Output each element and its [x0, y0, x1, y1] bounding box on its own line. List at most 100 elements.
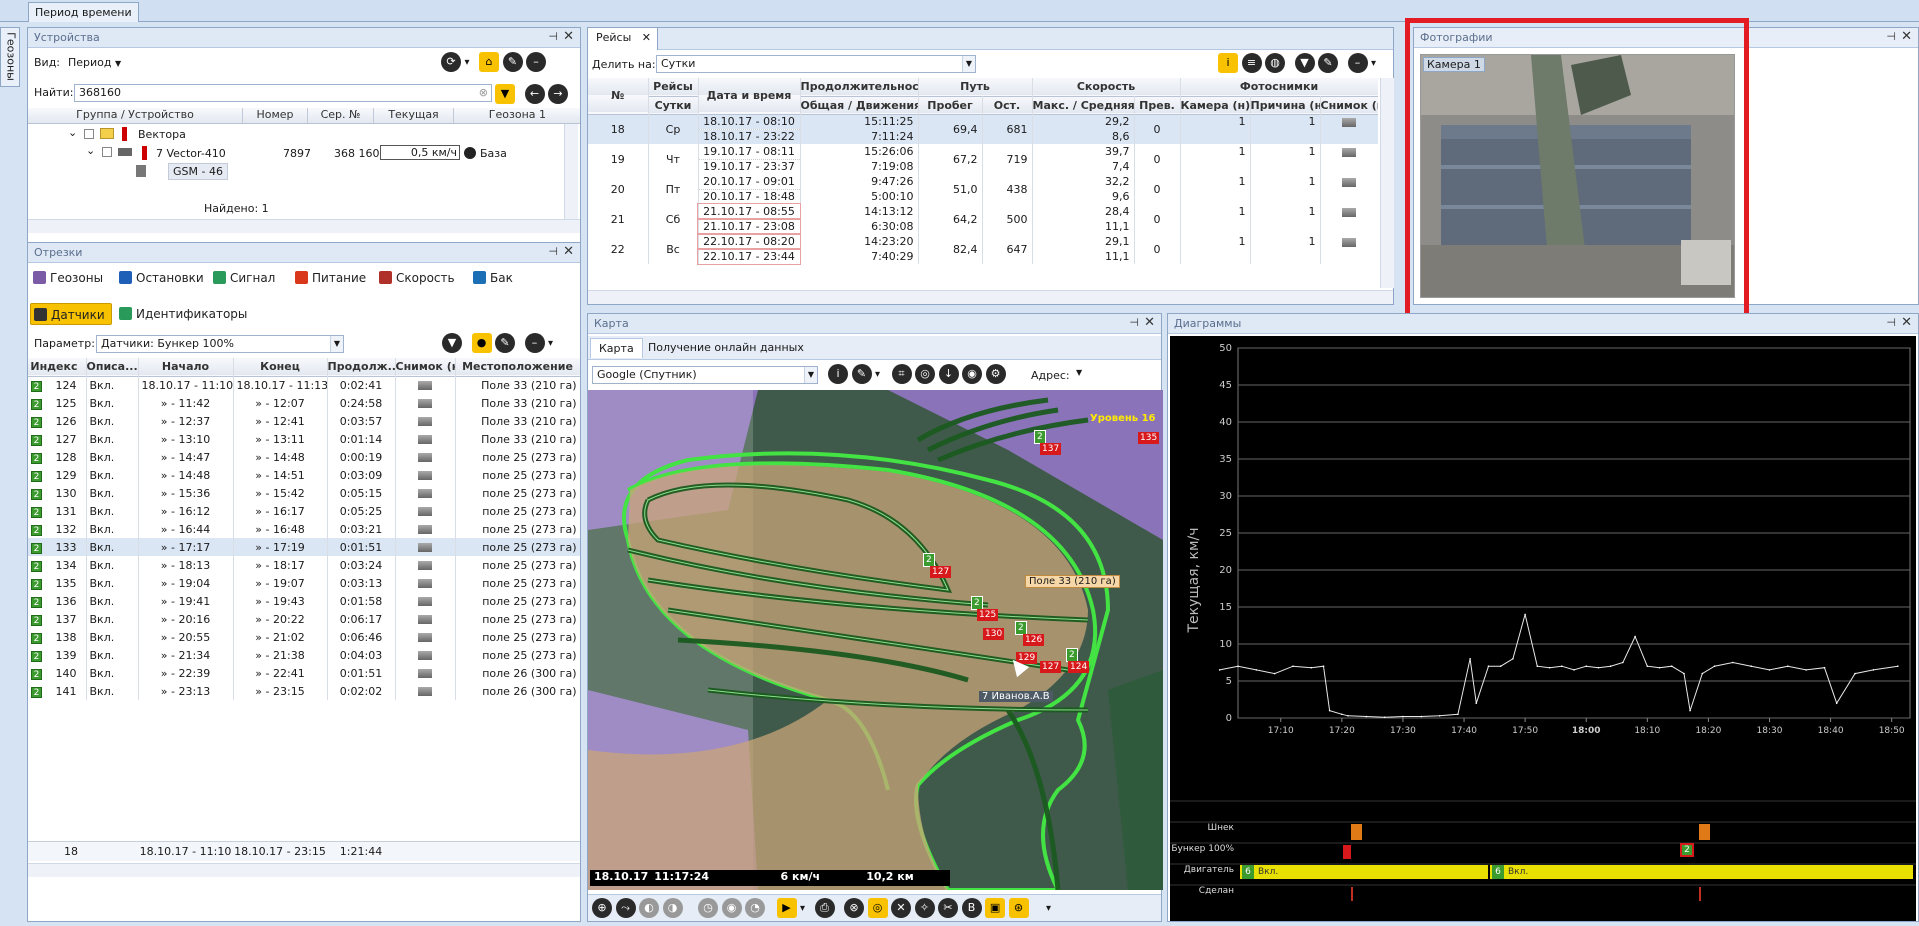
col-maxavg[interactable]: Макс. / Средняя: [1032, 96, 1135, 114]
table-row[interactable]: 2 130 Вкл.» - 15:36» - 15:42 0:05:15 поле 25…: [28, 484, 580, 502]
param-select[interactable]: Датчики: Бункер 100% ▼: [96, 335, 344, 353]
pin-icon[interactable]: ⊣: [1129, 316, 1139, 329]
auger-mark[interactable]: [1351, 824, 1362, 840]
pin-icon[interactable]: ⊣: [548, 30, 558, 43]
table-row[interactable]: 2 126 Вкл.» - 12:37» - 12:41 0:03:57 Поле 33…: [28, 412, 580, 430]
table-row[interactable]: 21 Сб 21.10.17 - 08:55 14:13:12 64,2 500 28,4 0…: [588, 203, 1378, 234]
done-mark[interactable]: [1699, 887, 1701, 901]
engine-segment-2[interactable]: 6 Вкл.: [1490, 865, 1913, 879]
cell-photo[interactable]: [395, 502, 456, 520]
photo-thumbnail-icon[interactable]: [1342, 147, 1357, 157]
map-marker[interactable]: 130: [983, 628, 1005, 640]
devices-hscroll[interactable]: [28, 219, 580, 233]
chevron-down-icon[interactable]: ▾: [1371, 58, 1377, 69]
target-icon[interactable]: ⊛: [1008, 898, 1029, 918]
photo-thumbnail-icon[interactable]: [418, 651, 432, 660]
collapse-icon[interactable]: –: [526, 52, 547, 72]
table-row[interactable]: 19.10.17 - 23:37 7:19:08 7,4: [588, 159, 1378, 174]
cell-photo[interactable]: [395, 376, 456, 394]
close-icon[interactable]: ✕: [563, 244, 574, 259]
table-row[interactable]: 20 Пт 20.10.17 - 09:01 9:47:26 51,0 438 32,2 0 1…: [588, 174, 1378, 204]
sensor-toggle-icon[interactable]: ●: [471, 333, 492, 353]
map-marker[interactable]: 137: [1040, 443, 1062, 455]
photo-thumbnail-icon[interactable]: [418, 561, 432, 570]
chevron-down-icon[interactable]: ▾: [548, 338, 554, 349]
table-row[interactable]: 2 127 Вкл.» - 13:10» - 13:11 0:01:14 Поле 33…: [28, 430, 580, 448]
tracking-icon[interactable]: ⌂: [479, 52, 500, 72]
cancel-icon[interactable]: ✕: [891, 898, 912, 918]
col-group[interactable]: Группа / Устройство: [28, 108, 243, 123]
filter-icon[interactable]: ▼: [495, 84, 515, 104]
close-icon[interactable]: ✕: [1901, 29, 1912, 44]
cell-photo[interactable]: [395, 484, 456, 502]
cell-photo[interactable]: [395, 520, 456, 538]
table-row[interactable]: 2 133 Вкл.» - 17:17» - 17:19 0:01:51 поле 25…: [28, 538, 580, 556]
col-location[interactable]: Местоположение: [455, 358, 580, 376]
col-no[interactable]: №: [588, 78, 649, 114]
table-row[interactable]: 2 138 Вкл.» - 20:55» - 21:02 0:06:46 поле 25…: [28, 628, 580, 646]
cell-photo[interactable]: [395, 538, 456, 556]
col-path[interactable]: Путь: [918, 78, 1033, 96]
camera-photo[interactable]: [1421, 55, 1734, 297]
col-stops[interactable]: Ост.: [982, 96, 1033, 114]
close-icon[interactable]: ✕: [1901, 315, 1912, 330]
photo-icon[interactable]: ▣: [985, 898, 1006, 918]
cell-photo[interactable]: [395, 646, 456, 664]
table-row[interactable]: 22 Вс 22.10.17 - 08:20 14:23:20 82,4 647 29,1 0…: [588, 233, 1378, 264]
col-duration[interactable]: Продолжительность: [800, 78, 919, 96]
power-button[interactable]: Питание: [292, 267, 372, 289]
cell-photo[interactable]: [395, 574, 456, 592]
track-icon[interactable]: ◉: [962, 364, 983, 384]
col-desc[interactable]: Описа...: [86, 358, 139, 376]
engine-segment-1[interactable]: 6 Вкл.: [1240, 865, 1488, 879]
expand-icon[interactable]: ⌄: [86, 144, 96, 157]
filter-icon[interactable]: ▼: [442, 333, 462, 353]
stops-button[interactable]: Остановки: [116, 267, 210, 289]
wrench-icon[interactable]: ✎: [502, 52, 523, 72]
col-zone[interactable]: Геозона 1: [488, 108, 546, 121]
download-icon[interactable]: ↓: [938, 364, 959, 384]
photo-thumbnail-icon[interactable]: [418, 597, 432, 606]
map-marker[interactable]: 125: [977, 609, 999, 621]
cell-photo[interactable]: [395, 610, 456, 628]
ruler-icon[interactable]: ⌗: [891, 364, 912, 384]
cell-photo[interactable]: [395, 556, 456, 574]
table-row[interactable]: 2 135 Вкл.» - 19:04» - 19:07 0:03:13 поле 25…: [28, 574, 580, 592]
layer-icon[interactable]: ◐: [639, 898, 659, 918]
col-speed[interactable]: Скорость: [1032, 78, 1181, 96]
trips-tab[interactable]: Рейсы ✕: [588, 28, 658, 50]
photo-thumbnail-icon[interactable]: [1342, 207, 1357, 217]
info-icon[interactable]: i: [1218, 53, 1238, 73]
period-tab[interactable]: Период времени: [28, 2, 139, 22]
layer2-icon[interactable]: ◑: [662, 898, 683, 918]
pin-icon[interactable]: ⊣: [1886, 316, 1896, 329]
collapse-icon[interactable]: –: [524, 333, 545, 353]
arrow-right-icon[interactable]: →: [548, 84, 568, 104]
close-icon[interactable]: ✕: [641, 31, 651, 44]
expand-icon[interactable]: ⌄: [68, 126, 78, 139]
delete-icon[interactable]: ⊗: [844, 898, 865, 918]
trips-hscroll[interactable]: [588, 290, 1393, 304]
camera-icon[interactable]: ◉: [721, 898, 742, 918]
col-snapshot[interactable]: Снимок (н): [1320, 96, 1378, 114]
checkbox[interactable]: [84, 129, 94, 139]
table-row[interactable]: 2 124 Вкл. 18.10.17 - 11:10 18.10.17 - 11:13…: [28, 376, 580, 394]
globe-icon[interactable]: ◍: [1265, 53, 1285, 73]
speed-icon[interactable]: ◔: [745, 898, 765, 918]
table-row[interactable]: 2 125 Вкл.» - 11:42» - 12:07 0:24:58 Поле 33…: [28, 394, 580, 412]
cell-photo[interactable]: [395, 664, 456, 682]
wrench-icon[interactable]: ✎: [851, 364, 872, 384]
col-total-move[interactable]: Общая / Движения: [800, 96, 919, 114]
cell-photo[interactable]: [395, 394, 456, 412]
col-current[interactable]: Текущая: [374, 108, 454, 123]
cell-photo[interactable]: [395, 412, 456, 430]
info-icon[interactable]: i: [828, 364, 848, 384]
photo-thumbnail-icon[interactable]: [418, 399, 432, 408]
col-number[interactable]: Номер: [243, 108, 308, 123]
table-row[interactable]: 2 140 Вкл.» - 22:39» - 22:41 0:01:51 поле 26…: [28, 664, 580, 682]
geozones-vtab[interactable]: Геозоны: [0, 27, 20, 87]
collapse-icon[interactable]: –: [1347, 53, 1368, 73]
map-marker[interactable]: 126: [1023, 634, 1045, 646]
col-photos[interactable]: Фотоснимки: [1180, 78, 1378, 96]
